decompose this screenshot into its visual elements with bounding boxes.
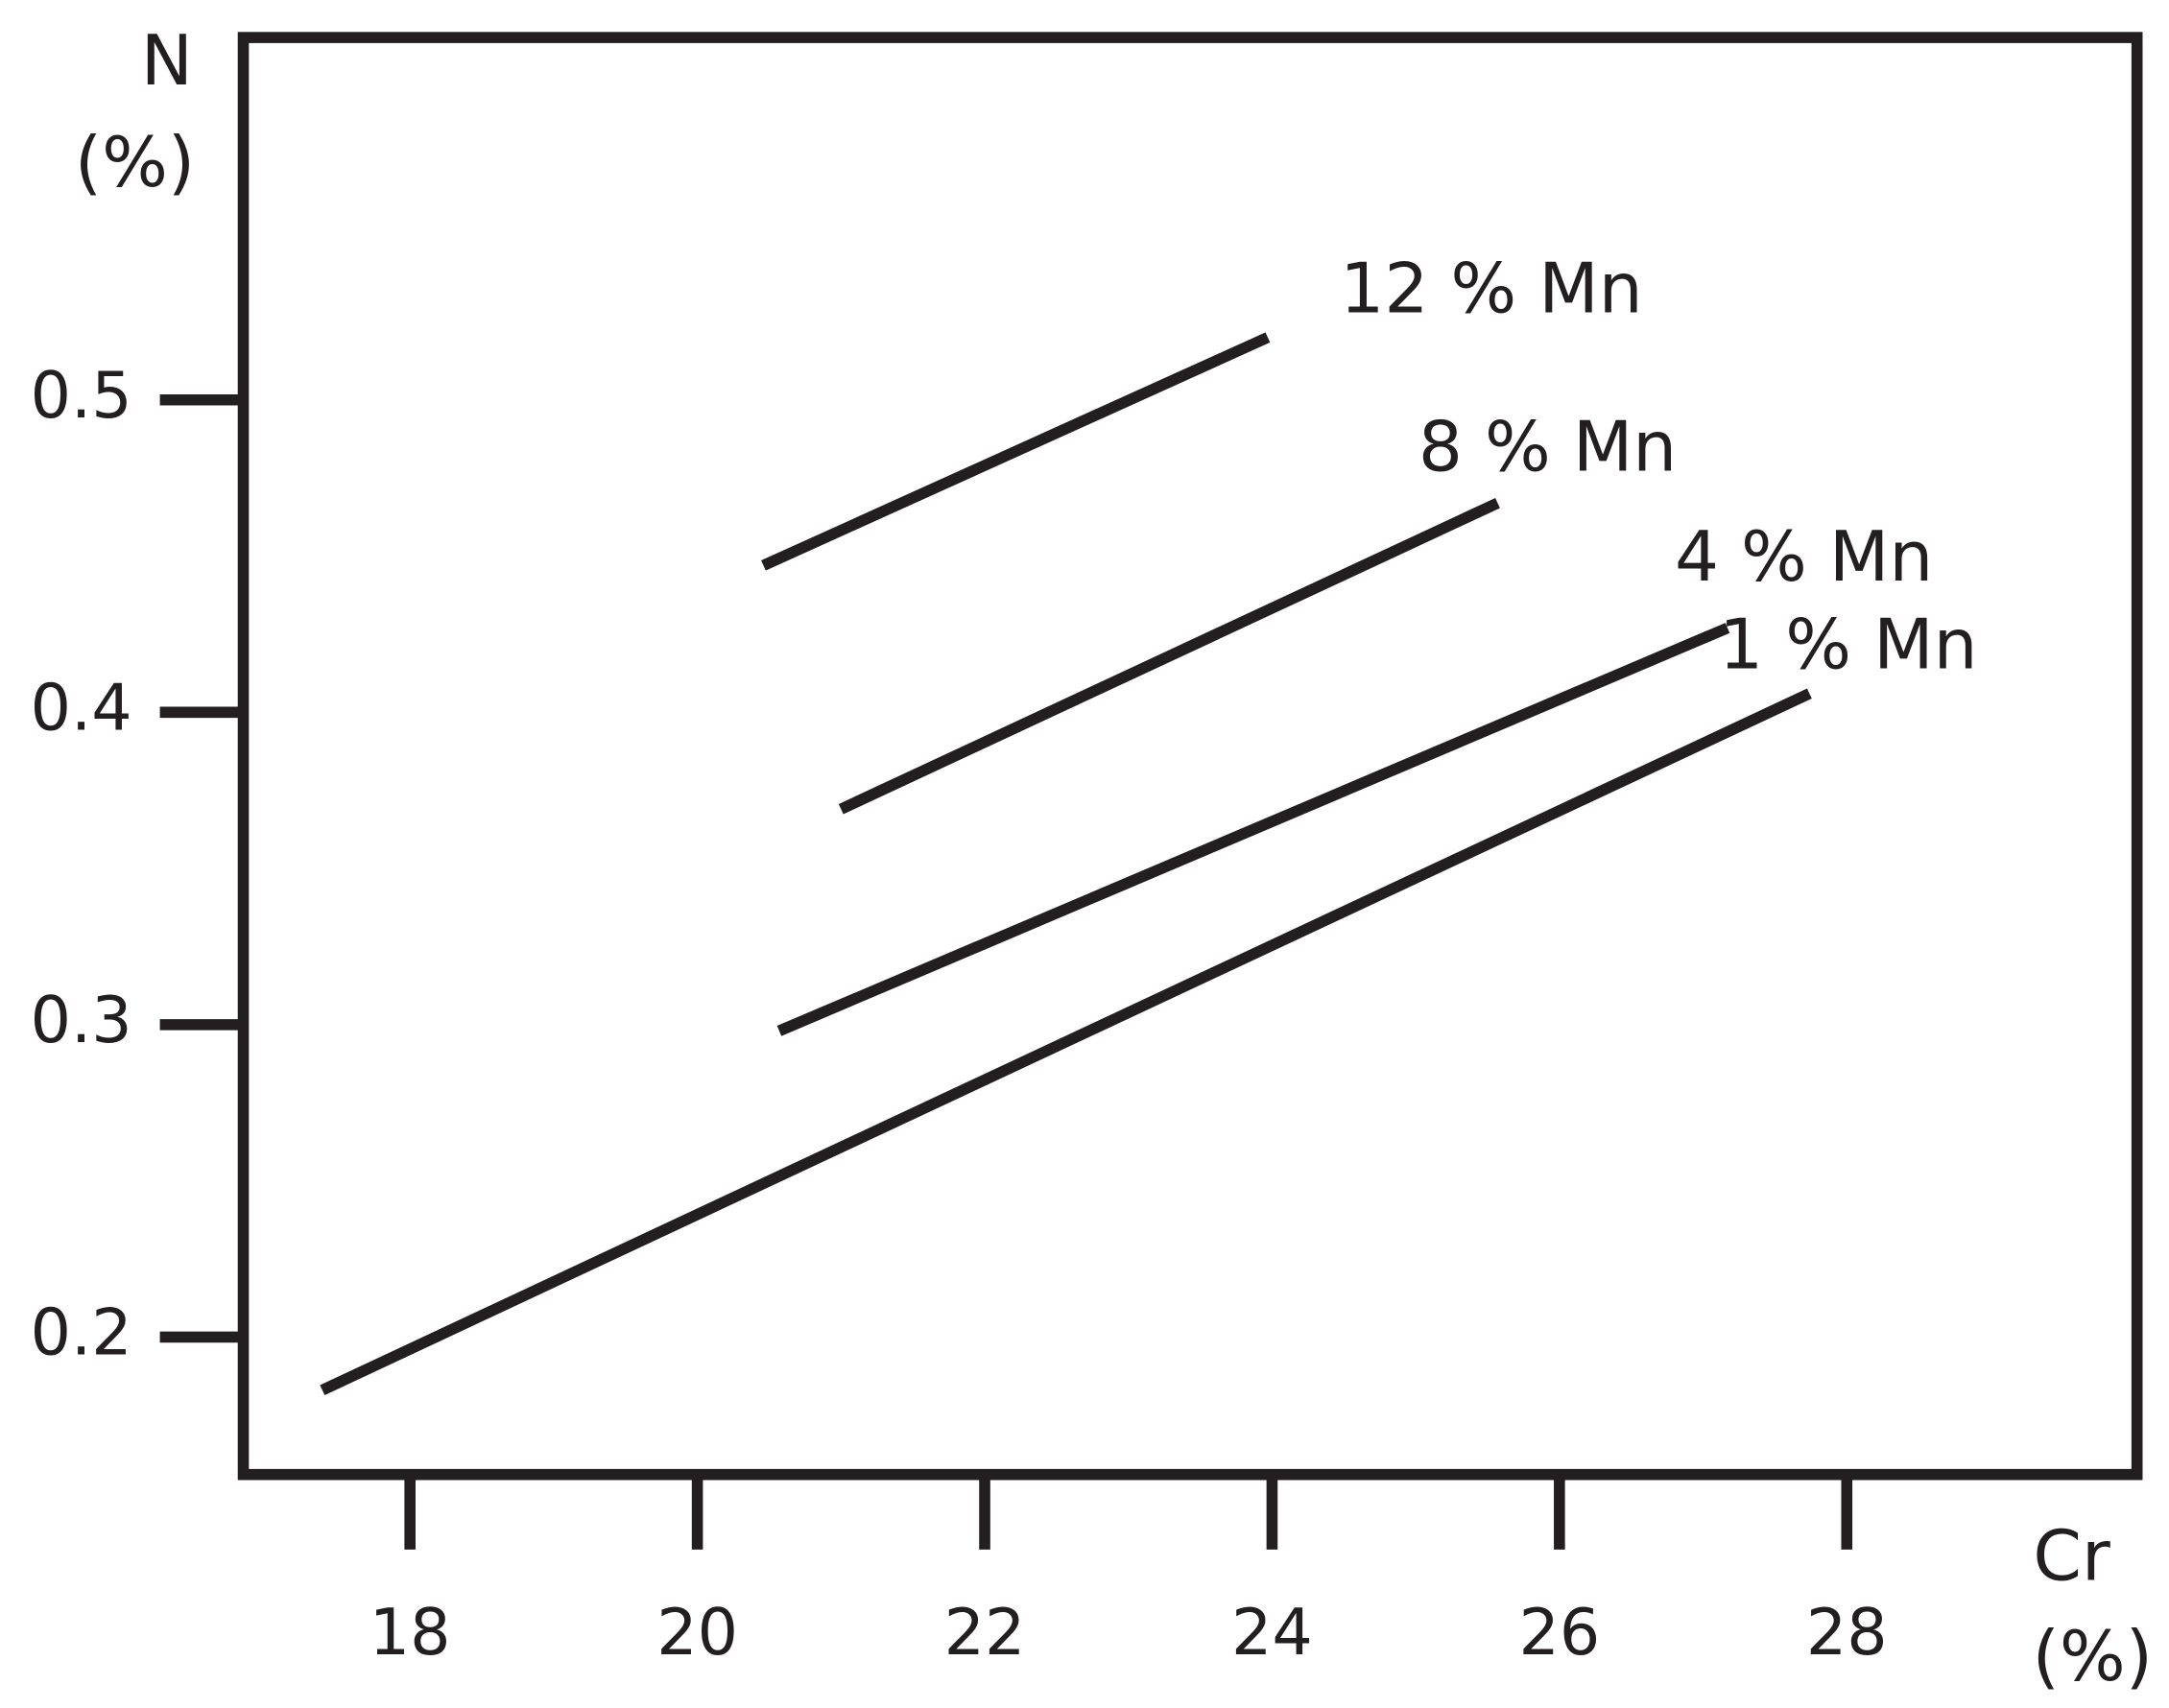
- x-tick-label: 22: [944, 1595, 1026, 1670]
- series-label: 8 % Mn: [1418, 408, 1677, 488]
- y-axis-label: (%): [75, 123, 195, 203]
- series-label: 12 % Mn: [1340, 249, 1642, 329]
- x-axis-label: (%): [2033, 1617, 2153, 1697]
- series-line: [320, 688, 1812, 1396]
- x-tick-label: 24: [1231, 1595, 1313, 1670]
- series-line: [838, 497, 1500, 815]
- y-tick-label: 0.4: [31, 670, 132, 745]
- y-tick-label: 0.3: [31, 983, 132, 1057]
- y-axis-label: N: [141, 21, 193, 102]
- y-tick-label: 0.5: [31, 358, 132, 433]
- x-tick-label: 26: [1518, 1595, 1600, 1670]
- series-label: 4 % Mn: [1675, 517, 1933, 598]
- plot-frame: [237, 32, 2143, 1481]
- x-tick-label: 20: [656, 1595, 738, 1670]
- y-tick-label: 0.2: [31, 1295, 132, 1370]
- x-tick-label: 18: [369, 1595, 451, 1670]
- series-line: [776, 623, 1730, 1036]
- x-tick-label: 28: [1806, 1595, 1888, 1670]
- series-label: 1 % Mn: [1719, 605, 1977, 685]
- series-line: [761, 332, 1271, 571]
- x-axis-label: Cr: [2033, 1516, 2110, 1597]
